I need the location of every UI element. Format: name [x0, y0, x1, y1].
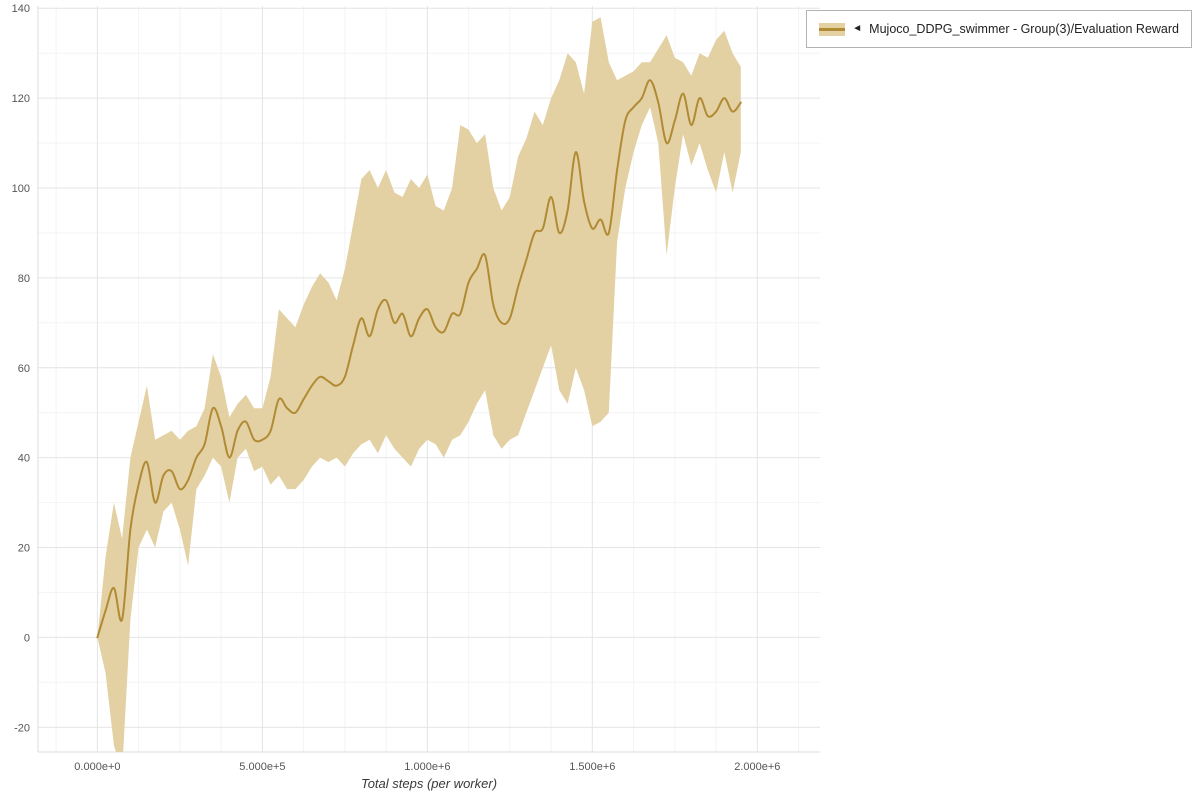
svg-text:60: 60: [18, 363, 30, 375]
svg-text:5.000e+5: 5.000e+5: [239, 761, 285, 773]
svg-text:1.000e+6: 1.000e+6: [404, 761, 450, 773]
confidence-band: [97, 17, 741, 752]
x-tick-labels: 0.000e+0 5.000e+5 1.000e+6 1.500e+6 2.000e+6: [74, 761, 780, 773]
collapse-triangle-icon[interactable]: ◄: [852, 23, 863, 34]
svg-text:1.500e+6: 1.500e+6: [569, 761, 615, 773]
svg-text:-20: -20: [14, 722, 30, 734]
x-axis-title: Total steps (per worker): [360, 776, 498, 791]
chart-canvas[interactable]: -20 0 20 40 60 80 100 120 140 0.000e+0 5.000e+5 1.0…: [0, 0, 830, 800]
svg-text:40: 40: [18, 453, 30, 465]
svg-text:0.000e+0: 0.000e+0: [74, 761, 120, 773]
legend-label: Mujoco_DDPG_swimmer - Group(3)/Evaluatio…: [869, 22, 1179, 36]
svg-text:80: 80: [18, 273, 30, 285]
svg-text:140: 140: [12, 3, 30, 15]
legend-swatch-line: [819, 27, 846, 31]
svg-text:120: 120: [12, 93, 30, 105]
y-tick-labels: -20 0 20 40 60 80 100 120 140: [12, 3, 30, 734]
mean-line: [96, 79, 742, 639]
svg-text:2.000e+6: 2.000e+6: [734, 761, 780, 773]
legend[interactable]: ◄ Mujoco_DDPG_swimmer - Group(3)/Evaluat…: [806, 10, 1192, 48]
svg-text:100: 100: [12, 183, 30, 195]
legend-swatch-icon: [819, 22, 846, 36]
series-mujoco-ddpg-swimmer: [96, 17, 742, 752]
plot-spines: [37, 6, 820, 753]
svg-text:0: 0: [24, 632, 30, 644]
svg-text:20: 20: [18, 543, 30, 555]
